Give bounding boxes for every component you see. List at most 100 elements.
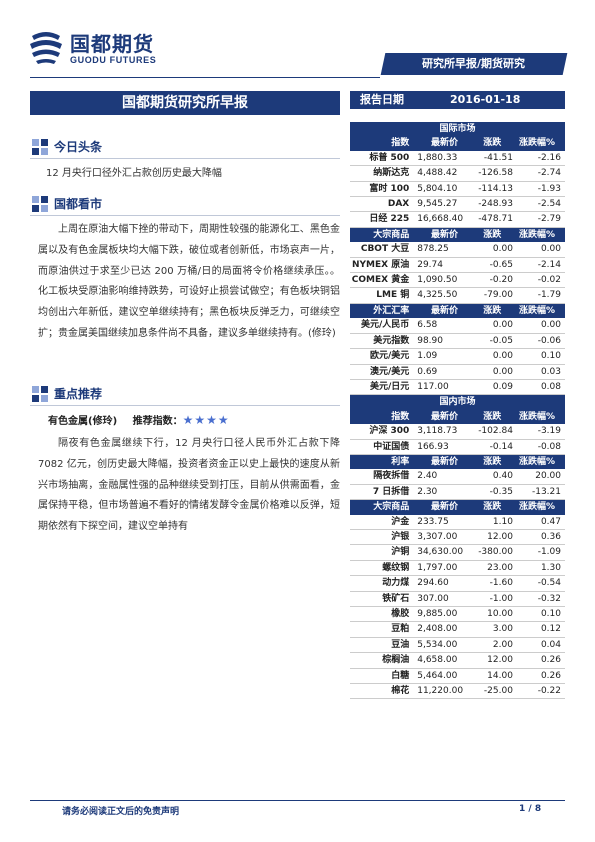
table-cell-pct: -2.74 <box>512 165 565 182</box>
report-type-label: 研究所早报/期货研究 <box>422 57 526 70</box>
table-cell-price: 3,307.00 <box>413 529 472 546</box>
header-divider <box>30 77 380 78</box>
table-cell-chg: -126.58 <box>471 165 513 182</box>
column-header-cell: 最新价 <box>413 227 472 243</box>
table-cell-chg: -1.60 <box>471 575 513 592</box>
report-type-banner: 研究所早报/期货研究 <box>380 53 568 75</box>
table-row: 富时 100 5,804.10 -114.13 -1.93 <box>350 181 565 198</box>
table-row: NYMEX 原油 29.74 -0.65 -2.14 <box>350 257 565 274</box>
table-row: 欧元/美元 1.09 0.00 0.10 <box>350 348 565 365</box>
column-header-cell: 涨跌 <box>471 136 513 151</box>
table-cell-chg: -0.14 <box>471 439 513 455</box>
table-cell-name: 欧元/美元 <box>350 348 414 365</box>
table-column-header: 指数 最新价 涨跌 涨跌幅% <box>350 136 565 151</box>
table-cell-price: 16,668.40 <box>413 211 472 228</box>
table-row: 日经 225 16,668.40 -478.71 -2.79 <box>350 211 565 228</box>
section-bullet-icon <box>32 196 48 212</box>
table-cell-name: LME 铜 <box>350 287 414 304</box>
table-cell-name: 隔夜拆借 <box>350 469 414 485</box>
table-row: 铁矿石 307.00 -1.00 -0.32 <box>350 591 565 608</box>
table-row: 棉花 11,220.00 -25.00 -0.22 <box>350 683 565 700</box>
section-bullet-icon <box>32 139 48 155</box>
page-title: 国都期货研究所早报 <box>30 91 340 115</box>
column-header-cell: 最新价 <box>413 409 472 425</box>
column-header-cell: 涨跌 <box>471 409 513 425</box>
table-cell-chg: 1.10 <box>471 514 513 530</box>
table-cell-price: 9,885.00 <box>413 606 472 623</box>
table-cell-chg: -0.35 <box>471 484 513 501</box>
table-cell-pct: -0.06 <box>512 333 565 350</box>
table-cell-name: 橡胶 <box>350 606 414 623</box>
table-cell-name: 美元/日元 <box>350 379 414 396</box>
table-cell-chg: -79.00 <box>471 287 513 304</box>
table-cell-pct: -1.93 <box>512 181 565 198</box>
footer-disclaimer: 请务必阅读正文后的免责声明 <box>62 807 180 817</box>
table-cell-price: 1,880.33 <box>413 150 472 167</box>
section-headline: 今日头条 <box>30 138 340 159</box>
column-header-cell: 涨跌 <box>471 227 513 243</box>
table-cell-chg: 3.00 <box>471 621 513 638</box>
table-cell-name: 中证国债 <box>350 439 414 455</box>
table-cell-pct: -2.14 <box>512 257 565 274</box>
table-cell-price: 233.75 <box>413 514 472 530</box>
table-cell-name: 7 日拆借 <box>350 484 414 501</box>
table-cell-pct: 0.26 <box>512 652 565 669</box>
table-cell-name: 美元指数 <box>350 333 414 350</box>
table-row: DAX 9,545.27 -248.93 -2.54 <box>350 196 565 213</box>
table-cell-price: 4,325.50 <box>413 287 472 304</box>
table-row: 沪铜 34,630.00 -380.00 -1.09 <box>350 544 565 561</box>
section-bullet-icon <box>32 386 48 402</box>
table-column-header: 利率 最新价 涨跌 涨跌幅% <box>350 454 565 470</box>
column-header-cell: 涨跌幅% <box>512 136 565 151</box>
table-cell-chg: -25.00 <box>471 683 513 700</box>
column-header-cell: 涨跌幅% <box>512 499 565 515</box>
table-cell-chg: -1.00 <box>471 591 513 608</box>
table-column-header: 大宗商品 最新价 涨跌 涨跌幅% <box>350 499 565 515</box>
table-cell-chg: -0.05 <box>471 333 513 350</box>
section-headline-title: 今日头条 <box>54 140 103 154</box>
table-column-header: 指数 最新价 涨跌 涨跌幅% <box>350 409 565 425</box>
table-cell-chg: -102.84 <box>471 424 513 440</box>
table-cell-name: 日经 225 <box>350 211 414 228</box>
table-cell-pct: 0.03 <box>512 364 565 380</box>
table-cell-name: 沪金 <box>350 514 414 530</box>
table-cell-name: 白糖 <box>350 668 414 685</box>
column-header-cell: 大宗商品 <box>350 227 414 243</box>
column-header-cell: 指数 <box>350 409 414 425</box>
column-header-cell: 涨跌 <box>471 454 513 470</box>
table-section-title: 国内市场 <box>350 394 565 410</box>
column-header-cell: 最新价 <box>413 499 472 515</box>
table-cell-pct: 20.00 <box>512 469 565 485</box>
table-cell-name: 棕榈油 <box>350 652 414 669</box>
headline-text: 12 月央行口径外汇占款创历史最大降幅 <box>46 168 222 179</box>
table-cell-name: 螺纹钢 <box>350 560 414 577</box>
table-cell-pct: -0.22 <box>512 683 565 700</box>
table-cell-chg: 23.00 <box>471 560 513 577</box>
logo-chinese-text: 国都期货 <box>70 32 154 56</box>
table-cell-pct: -2.16 <box>512 150 565 167</box>
recommendation-text: 隔夜有色金属继续下行，12 月央行口径人民币外汇占款下降 7082 亿元，创历史… <box>38 438 340 533</box>
table-row: COMEX 黄金 1,090.50 -0.20 -0.02 <box>350 272 565 289</box>
column-header-cell: 涨跌幅% <box>512 303 565 319</box>
table-cell-price: 6.58 <box>413 318 472 334</box>
table-section-title: 国际市场 <box>350 122 565 137</box>
table-row: 中证国债 166.93 -0.14 -0.08 <box>350 439 565 455</box>
table-cell-price: 307.00 <box>413 591 472 608</box>
table-row: LME 铜 4,325.50 -79.00 -1.79 <box>350 287 565 304</box>
table-cell-price: 166.93 <box>413 439 472 455</box>
table-row: 豆油 5,534.00 2.00 0.04 <box>350 637 565 654</box>
table-cell-price: 878.25 <box>413 242 472 258</box>
table-cell-pct: 0.26 <box>512 668 565 685</box>
table-cell-pct: -2.54 <box>512 196 565 213</box>
table-cell-chg: -0.65 <box>471 257 513 274</box>
table-cell-name: 铁矿石 <box>350 591 414 608</box>
table-row: 美元/人民币 6.58 0.00 0.00 <box>350 318 565 334</box>
table-cell-name: 纳斯达克 <box>350 165 414 182</box>
table-cell-price: 98.90 <box>413 333 472 350</box>
table-cell-pct: -0.32 <box>512 591 565 608</box>
table-row: 橡胶 9,885.00 10.00 0.10 <box>350 606 565 623</box>
column-header-cell: 涨跌幅% <box>512 227 565 243</box>
table-cell-name: 澳元/美元 <box>350 364 414 380</box>
table-row: 豆粕 2,408.00 3.00 0.12 <box>350 621 565 638</box>
table-cell-price: 294.60 <box>413 575 472 592</box>
